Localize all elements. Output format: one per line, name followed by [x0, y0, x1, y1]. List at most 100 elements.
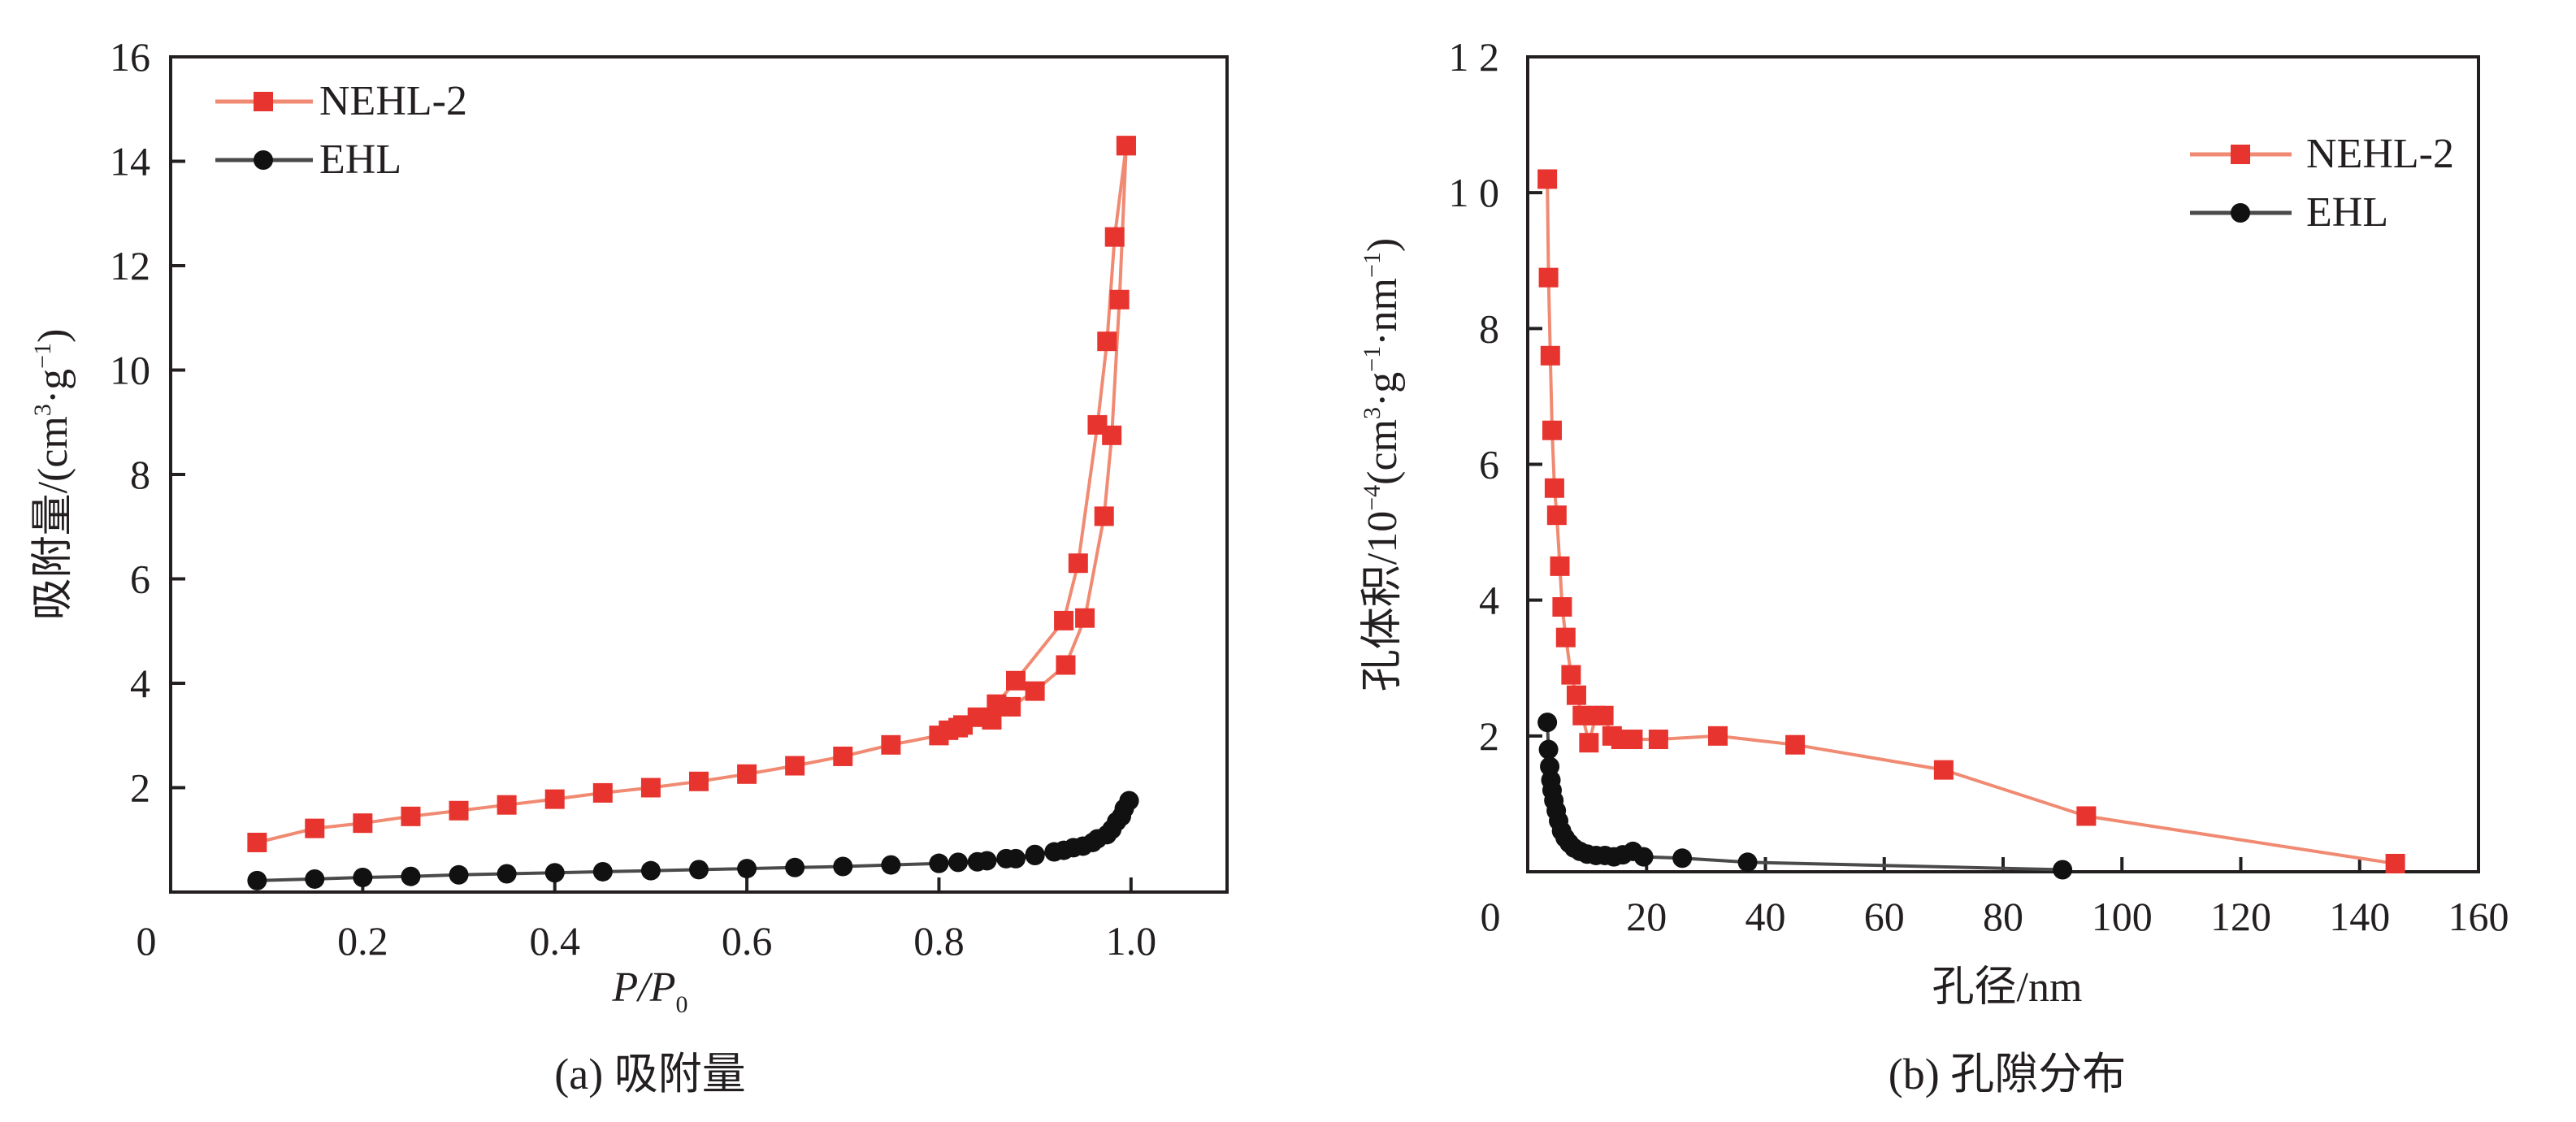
panel-a-ticks: 0.2 0.4 0.6 0.8 1.0 2 4 6 8 10 12 14 16: [110, 34, 1156, 964]
panel-a-point-ehl: [449, 864, 469, 885]
panel-b-point-nehl-2: [1933, 760, 1954, 780]
panel-b-x-tick-label: 40: [1746, 894, 1786, 939]
panel-b-point-nehl-2: [1566, 685, 1586, 705]
panel-a-point-ehl: [1054, 840, 1074, 860]
panel-a-y-tick-label: 2: [130, 765, 150, 811]
panel-a-caption: (a) 吸附量: [554, 1050, 745, 1098]
panel-b-x-tick-label: 100: [2092, 894, 2153, 939]
panel-b-x-tick-label: 140: [2329, 894, 2390, 939]
panel-a-point-nehl-2: [401, 806, 421, 826]
panel-b-point-nehl-2: [1542, 420, 1562, 440]
panel-a-point-ehl: [996, 848, 1017, 869]
panel-a-point-nehl-2: [1025, 681, 1045, 701]
panel-a-legend-marker-ehl: [254, 150, 273, 170]
panel-b-point-nehl-2: [1708, 726, 1728, 746]
panel-a-origin-label: 0: [137, 918, 157, 964]
panel-a-series-line-nehl-2: [938, 145, 1128, 738]
panel-a-y-tick-label: 6: [130, 557, 150, 602]
panel-a-point-nehl-2: [1109, 289, 1130, 310]
panel-a-y-tick-label: 14: [110, 139, 150, 184]
panel-a-legend-label-ehl: EHL: [319, 136, 401, 183]
panel-a-y-tick-label: 12: [110, 243, 150, 288]
panel-a-y-axis-title: 吸附量/(cm3·g−1): [29, 329, 76, 621]
panel-a-point-nehl-2: [982, 709, 1002, 730]
panel-b-point-nehl-2: [1561, 665, 1581, 685]
panel-b-y-axis-title-mid2: ·g: [1360, 372, 1406, 407]
panel-b-y-axis-title-sup1: 3: [1359, 407, 1386, 419]
panel-b-point-ehl: [1672, 848, 1693, 869]
panel-a-y-tick-label: 16: [110, 34, 150, 80]
panel-b-series-line-nehl-2: [1546, 179, 2396, 865]
panel-b-x-tick-label: 80: [1983, 894, 2023, 939]
panel-b-point-nehl-2: [1546, 505, 1567, 526]
panel-a-y-axis-title-sup1: 3: [29, 404, 56, 416]
panel-b-point-nehl-2: [1552, 597, 1572, 617]
panel-a-x-tick-label: 0.8: [913, 918, 965, 964]
panel-b-y-axis-title-sup3: −1: [1359, 252, 1386, 278]
panel-a-point-nehl-2: [497, 795, 517, 815]
panel-a-point-nehl-2: [353, 813, 373, 834]
panel-b-y-axis-title-mid3: ·nm: [1360, 278, 1406, 346]
panel-a-point-nehl-2: [1056, 655, 1076, 675]
panel-a-y-axis-title-sup2: −1: [29, 343, 56, 369]
panel-a-x-tick-label: 0.4: [529, 918, 580, 964]
panel-b-series: [1537, 169, 2405, 880]
panel-a-x-tick-label: 0.2: [337, 918, 388, 964]
panel-b-point-nehl-2: [1623, 730, 1643, 750]
panel-b-point-nehl-2: [1555, 627, 1576, 648]
panel-b-point-nehl-2: [1785, 734, 1806, 755]
panel-a-point-ehl: [833, 856, 853, 877]
panel-b-y-axis-title: 孔体积/10−4(cm3·g−1·nm−1): [1359, 238, 1406, 691]
panel-a-point-nehl-2: [544, 789, 565, 809]
panel-a-point-ehl: [401, 866, 421, 886]
panel-b-point-nehl-2: [1579, 733, 1599, 753]
panel-b-y-tick-label: 8: [1479, 305, 1499, 351]
panel-b-y-axis-title-mid: (cm: [1360, 419, 1406, 485]
panel-a-point-ehl: [1102, 819, 1122, 839]
panel-a-point-nehl-2: [1116, 136, 1136, 156]
panel-a-point-nehl-2: [1094, 506, 1114, 526]
panel-b-point-nehl-2: [1544, 478, 1564, 498]
panel-b-x-tick-label: 160: [2448, 894, 2509, 939]
panel-a-legend-marker-nehl: [254, 92, 273, 111]
panel-a-point-ehl: [1025, 844, 1045, 864]
panel-b-point-ehl: [1737, 852, 1758, 873]
panel-a-point-ehl: [967, 851, 987, 872]
panel-a-point-nehl-2: [247, 832, 267, 852]
panel-b-legend-label-nehl: NEHL-2: [2306, 131, 2454, 177]
panel-a-point-ehl: [640, 860, 661, 881]
panel-a-point-ehl: [353, 868, 373, 888]
panel-a-point-ehl: [737, 859, 757, 879]
panel-b-legend-marker-nehl: [2231, 145, 2250, 164]
panel-a-point-ehl: [929, 853, 949, 873]
panel-a-y-tick-label: 4: [130, 661, 150, 706]
panel-b-plot-frame: [1526, 55, 2480, 873]
panel-a-point-nehl-2: [785, 756, 805, 776]
panel-a-point-nehl-2: [737, 764, 757, 784]
panel-b-y-tick-label: 4: [1479, 578, 1499, 623]
panel-a-x-axis-title: P/P0: [612, 964, 688, 1018]
panel-a-point-nehl-2: [1097, 331, 1117, 352]
panel-b-legend-marker-ehl: [2231, 203, 2250, 223]
panel-b-x-tick-label: 120: [2210, 894, 2271, 939]
panel-a-legend: NEHL-2 EHL: [215, 78, 467, 183]
panel-b-y-tick-label: 2: [1479, 713, 1499, 759]
panel-b-legend-label-ehl: EHL: [2306, 189, 2388, 236]
panel-b-point-nehl-2: [2076, 806, 2097, 826]
panel-a-point-nehl-2: [1001, 696, 1021, 717]
panel-b-point-nehl-2: [1537, 169, 1558, 189]
panel-b-y-axis-title-sup0: −4: [1359, 485, 1386, 511]
panel-b-x-axis-title: 孔径/nm: [1932, 964, 2083, 1011]
panel-b-point-ehl: [1633, 847, 1654, 867]
panel-a-point-ehl: [1073, 836, 1093, 856]
panel-a-point-nehl-2: [833, 746, 853, 766]
panel-a-point-ehl: [948, 852, 969, 873]
panel-b-caption: (b) 孔隙分布: [1889, 1050, 2126, 1098]
panel-b-point-ehl: [1538, 739, 1559, 760]
panel-a-x-tick-label: 1.0: [1106, 918, 1157, 964]
panel-b-legend: NEHL-2 EHL: [2190, 131, 2454, 236]
panel-a-series-line-nehl-2: [256, 145, 1128, 844]
panel-a-x-tick-label: 0.6: [722, 918, 773, 964]
